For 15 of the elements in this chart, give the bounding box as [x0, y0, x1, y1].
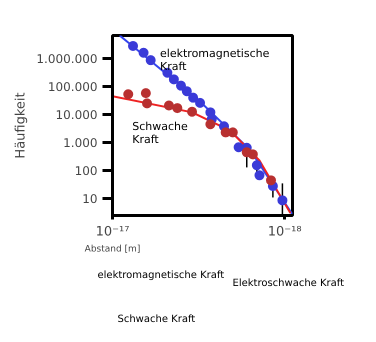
- text: Elektroschwache Kraft: [232, 278, 344, 289]
- text: Schwache Kraft: [118, 314, 196, 325]
- series-label: elektromagnetische Kraft: [160, 46, 270, 73]
- series-label: Schwache Kraft: [132, 120, 188, 146]
- y-tick-label: 1.000.000: [36, 52, 98, 66]
- y-tick-label: 10.000: [56, 108, 98, 122]
- x-axis-title: Abstand [m]: [84, 244, 140, 254]
- y-tick-label: 100.000: [48, 80, 98, 94]
- text: elektromagnetische Kraft: [98, 270, 224, 281]
- y-tick-label: 100: [74, 164, 98, 178]
- y-axis-title: Häufigkeit: [13, 92, 28, 159]
- x-tick-label: 10⁻¹⁸: [268, 224, 302, 240]
- y-tick-label: 10: [82, 192, 98, 206]
- y-tick-label: 1.000: [63, 136, 98, 150]
- x-tick-label: 10⁻¹⁷: [96, 224, 130, 240]
